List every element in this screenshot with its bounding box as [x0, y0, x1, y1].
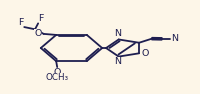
Text: F: F: [38, 14, 44, 23]
Text: OCH₃: OCH₃: [45, 73, 68, 82]
Text: N: N: [170, 34, 177, 43]
Text: N: N: [113, 57, 120, 66]
Text: O: O: [53, 68, 61, 77]
Text: O: O: [140, 49, 148, 58]
Text: O: O: [34, 29, 41, 38]
Text: N: N: [113, 29, 120, 38]
Text: F: F: [18, 18, 23, 27]
